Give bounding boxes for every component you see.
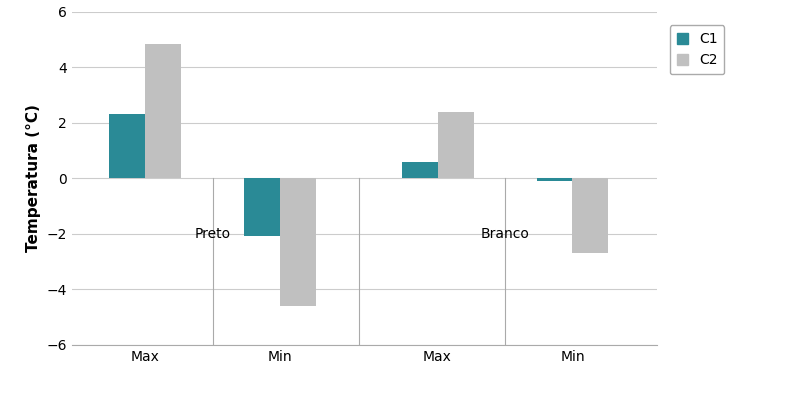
- Text: Preto: Preto: [195, 227, 231, 241]
- Bar: [573, 178, 609, 253]
- Bar: [109, 114, 145, 178]
- Bar: [244, 178, 280, 236]
- Bar: [280, 178, 316, 306]
- Bar: [437, 112, 473, 178]
- Bar: [401, 162, 437, 178]
- Text: Branco: Branco: [481, 227, 529, 241]
- Bar: [537, 178, 573, 181]
- Y-axis label: Temperatura (°C): Temperatura (°C): [26, 104, 41, 252]
- Bar: [145, 44, 181, 178]
- Legend: C1, C2: C1, C2: [670, 25, 724, 74]
